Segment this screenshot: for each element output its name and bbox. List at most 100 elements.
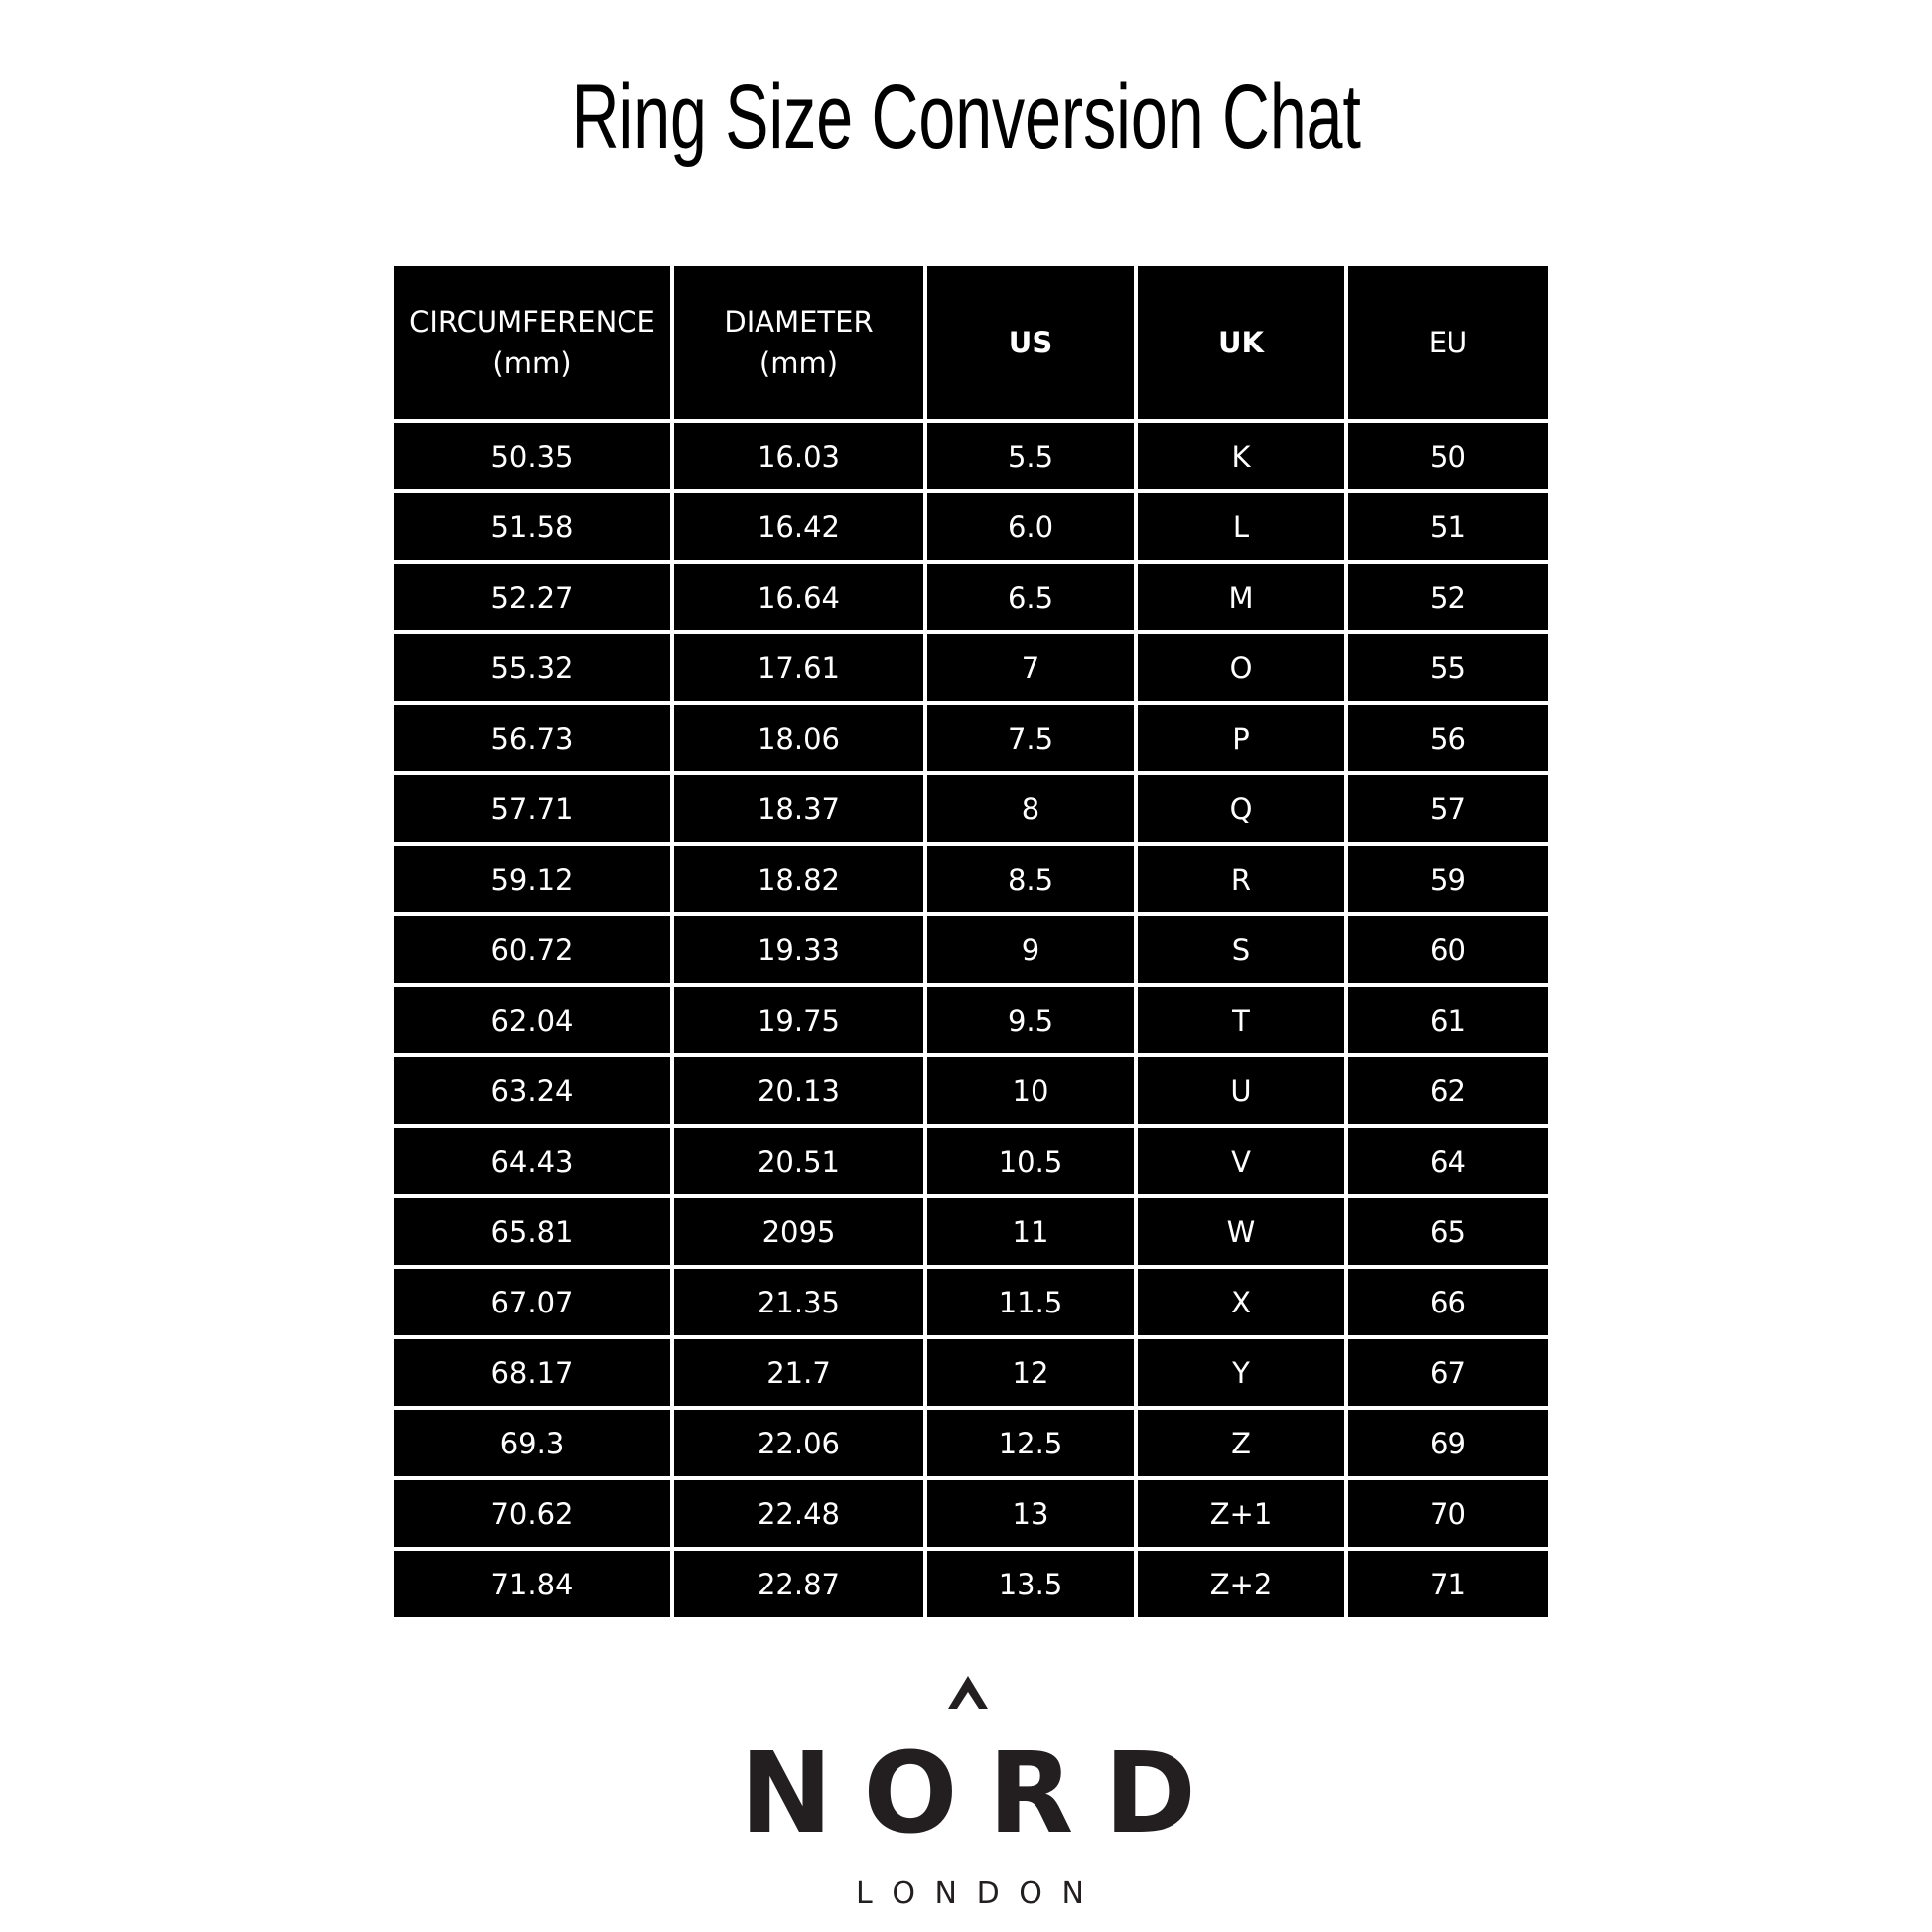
table-cell: 17.61 — [674, 634, 923, 701]
table-cell: 64 — [1348, 1128, 1548, 1194]
subtitle-letter: D — [976, 1876, 1000, 1911]
table-cell: K — [1138, 423, 1344, 489]
table-cell: 52.27 — [394, 564, 670, 630]
table-cell: 18.82 — [674, 846, 923, 912]
subtitle-letter: O — [1019, 1876, 1042, 1911]
column-header: CIRCUMFERENCE (mm) — [394, 266, 670, 419]
column-header: EU — [1348, 266, 1548, 419]
table-cell: 65 — [1348, 1198, 1548, 1265]
table-cell: 60.72 — [394, 916, 670, 983]
table-cell: 69 — [1348, 1410, 1548, 1476]
table-cell: 50.35 — [394, 423, 670, 489]
table-cell: 56 — [1348, 705, 1548, 771]
table-cell: O — [1138, 634, 1344, 701]
header-text: EU — [1428, 326, 1468, 359]
table-cell: 8.5 — [927, 846, 1134, 912]
table-cell: 18.06 — [674, 705, 923, 771]
table-cell: 59.12 — [394, 846, 670, 912]
brand-letter: R — [988, 1729, 1074, 1859]
table-cell: 5.5 — [927, 423, 1134, 489]
table-cell: Z — [1138, 1410, 1344, 1476]
table-cell: 12 — [927, 1339, 1134, 1406]
table-cell: Z+2 — [1138, 1551, 1344, 1617]
table-cell: 16.42 — [674, 493, 923, 560]
table-cell: 12.5 — [927, 1410, 1134, 1476]
table-cell: 69.3 — [394, 1410, 670, 1476]
table-cell: 13.5 — [927, 1551, 1134, 1617]
table-cell: 20.13 — [674, 1057, 923, 1124]
table-cell: W — [1138, 1198, 1344, 1265]
table-cell: 13 — [927, 1480, 1134, 1547]
table-cell: S — [1138, 916, 1344, 983]
header-text: (mm) — [492, 346, 572, 380]
brand-letter: O — [863, 1729, 958, 1859]
table-cell: 19.75 — [674, 987, 923, 1053]
column-header: UK — [1138, 266, 1344, 419]
table-cell: P — [1138, 705, 1344, 771]
table-cell: L — [1138, 493, 1344, 560]
header-text: CIRCUMFERENCE — [409, 305, 655, 339]
table-cell: 19.33 — [674, 916, 923, 983]
header-text: UK — [1217, 326, 1265, 359]
table-cell: 68.17 — [394, 1339, 670, 1406]
table-cell: 56.73 — [394, 705, 670, 771]
table-cell: 11 — [927, 1198, 1134, 1265]
subtitle-letter: L — [856, 1876, 873, 1911]
table-cell: 22.06 — [674, 1410, 923, 1476]
table-cell: 55.32 — [394, 634, 670, 701]
table-cell: Y — [1138, 1339, 1344, 1406]
table-cell: 6.0 — [927, 493, 1134, 560]
table-cell: 6.5 — [927, 564, 1134, 630]
table-cell: 18.37 — [674, 775, 923, 842]
table-cell: 10 — [927, 1057, 1134, 1124]
table-cell: 67 — [1348, 1339, 1548, 1406]
table-cell: U — [1138, 1057, 1344, 1124]
brand-letter: N — [740, 1729, 833, 1859]
table-cell: 57 — [1348, 775, 1548, 842]
subtitle-letter: N — [1061, 1876, 1084, 1911]
table-cell: R — [1138, 846, 1344, 912]
table-cell: 9 — [927, 916, 1134, 983]
table-cell: 8 — [927, 775, 1134, 842]
table-cell: 66 — [1348, 1269, 1548, 1335]
table-cell: 21.7 — [674, 1339, 923, 1406]
table-cell: 51.58 — [394, 493, 670, 560]
table-cell: 70 — [1348, 1480, 1548, 1547]
ring-size-table: CIRCUMFERENCE (mm) DIAMETER (mm) US UK EU 50.35… — [394, 266, 1548, 1617]
table-cell: 65.81 — [394, 1198, 670, 1265]
table-cell: 70.62 — [394, 1480, 670, 1547]
table-cell: 59 — [1348, 846, 1548, 912]
table-cell: 64.43 — [394, 1128, 670, 1194]
table-cell: 9.5 — [927, 987, 1134, 1053]
table-cell: 67.07 — [394, 1269, 670, 1335]
table-cell: 52 — [1348, 564, 1548, 630]
table-cell: 16.64 — [674, 564, 923, 630]
table-cell: 2095 — [674, 1198, 923, 1265]
column-header: US — [927, 266, 1134, 419]
table-cell: 51 — [1348, 493, 1548, 560]
table-cell: 50 — [1348, 423, 1548, 489]
table-cell: V — [1138, 1128, 1344, 1194]
table-cell: 22.48 — [674, 1480, 923, 1547]
table-cell: 7.5 — [927, 705, 1134, 771]
table-cell: 60 — [1348, 916, 1548, 983]
table-cell: 16.03 — [674, 423, 923, 489]
table-cell: X — [1138, 1269, 1344, 1335]
brand-letter: D — [1104, 1729, 1196, 1859]
subtitle-letter: N — [934, 1876, 957, 1911]
header-text: (mm) — [759, 346, 839, 380]
table-cell: 62.04 — [394, 987, 670, 1053]
column-header: DIAMETER (mm) — [674, 266, 923, 419]
subtitle-letter: O — [892, 1876, 915, 1911]
table-cell: 10.5 — [927, 1128, 1134, 1194]
table-cell: Q — [1138, 775, 1344, 842]
table-cell: 57.71 — [394, 775, 670, 842]
table-cell: 61 — [1348, 987, 1548, 1053]
table-cell: 62 — [1348, 1057, 1548, 1124]
table-cell: 71 — [1348, 1551, 1548, 1617]
header-text: DIAMETER — [724, 305, 874, 339]
table-cell: 71.84 — [394, 1551, 670, 1617]
table-cell: 21.35 — [674, 1269, 923, 1335]
